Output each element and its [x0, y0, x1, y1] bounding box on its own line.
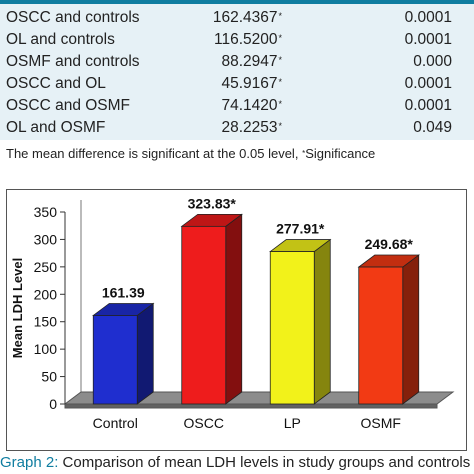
bar-chart: 0 50 100 150 200 250 300 350 Mean LDH Level 161.3… [10, 195, 455, 431]
table-note-mark: * [302, 149, 306, 158]
significance-mark: * [278, 77, 282, 87]
data-label: 161.39 [102, 284, 145, 300]
table-note-suffix: Significance [305, 146, 376, 161]
significance-mark: * [278, 121, 282, 131]
bar-side [136, 302, 154, 405]
y-tick-label: 150 [34, 314, 58, 330]
bar [358, 266, 404, 405]
bar-side [225, 213, 243, 405]
p-value-cell: 0.0001 [404, 97, 452, 114]
y-tick-label: 350 [34, 204, 58, 220]
bar [269, 251, 315, 405]
comparison-cell: OL and OSMF [6, 119, 106, 136]
chart-floor-edge [64, 403, 438, 409]
y-tick-label: 50 [41, 369, 57, 385]
table-header-strip [0, 0, 474, 4]
bar-side [313, 238, 331, 405]
data-label: 323.83* [188, 195, 237, 211]
x-tick-label: OSCC [184, 415, 224, 431]
table-row: OSCC and controls 162.4367* 0.0001 [0, 7, 474, 29]
significance-mark: * [278, 33, 282, 43]
x-tick-label: LP [284, 415, 301, 431]
caption-label: Graph 2: [0, 454, 59, 471]
chart-frame: 0 50 100 150 200 250 300 350 Mean LDH Level 161.3… [6, 189, 467, 451]
data-label: 249.68* [365, 236, 414, 252]
table-note-text: The mean difference is significant at th… [6, 146, 299, 161]
significance-mark: * [278, 55, 282, 65]
mean-difference-cell: 162.4367* [212, 9, 282, 26]
caption-text: Comparison of mean LDH levels in study g… [62, 454, 471, 471]
x-tick-label: OSMF [361, 415, 401, 431]
comparison-cell: OL and controls [6, 31, 115, 48]
comparison-cell: OSCC and controls [6, 9, 140, 26]
y-tick-label: 300 [34, 231, 58, 247]
comparison-cell: OSCC and OL [6, 75, 106, 92]
comparison-cell: OSCC and OSMF [6, 97, 131, 114]
mean-difference-cell: 116.5200* [213, 31, 282, 48]
table-row: OL and controls 116.5200* 0.0001 [0, 29, 474, 51]
x-tick-label: Control [93, 415, 138, 431]
table-row: OL and OSMF 28.2253* 0.049 [0, 117, 474, 139]
bar [92, 315, 138, 405]
p-value-cell: 0.049 [413, 119, 452, 136]
table-note: The mean difference is significant at th… [6, 146, 375, 162]
significance-mark: * [278, 11, 282, 21]
table-row: OSCC and OL 45.9167* 0.0001 [0, 73, 474, 95]
p-value-cell: 0.0001 [404, 31, 452, 48]
mean-difference-cell: 45.9167* [221, 75, 282, 92]
p-value-cell: 0.0001 [404, 9, 452, 26]
p-value-cell: 0.0001 [404, 75, 452, 92]
y-axis-label: Mean LDH Level [10, 258, 25, 358]
y-tick-label: 200 [34, 286, 58, 302]
y-tick-label: 0 [49, 396, 57, 412]
mean-difference-cell: 74.1420* [221, 97, 282, 114]
table-row: OSCC and OSMF 74.1420* 0.0001 [0, 95, 474, 117]
y-tick-label: 250 [34, 259, 58, 275]
table-row: OSMF and controls 88.2947* 0.000 [0, 51, 474, 73]
significance-mark: * [278, 99, 282, 109]
figure-caption: Graph 2: Comparison of mean LDH levels i… [0, 452, 474, 474]
comparison-table: OSCC and controls 162.4367* 0.0001 OL and c… [0, 0, 474, 140]
p-value-cell: 0.000 [413, 53, 452, 70]
y-tick-label: 100 [34, 341, 58, 357]
mean-difference-cell: 88.2947* [221, 53, 282, 70]
bar-side [402, 254, 420, 405]
mean-difference-cell: 28.2253* [221, 119, 282, 136]
comparison-cell: OSMF and controls [6, 53, 140, 70]
bar [181, 225, 227, 405]
data-label: 277.91* [276, 221, 325, 237]
